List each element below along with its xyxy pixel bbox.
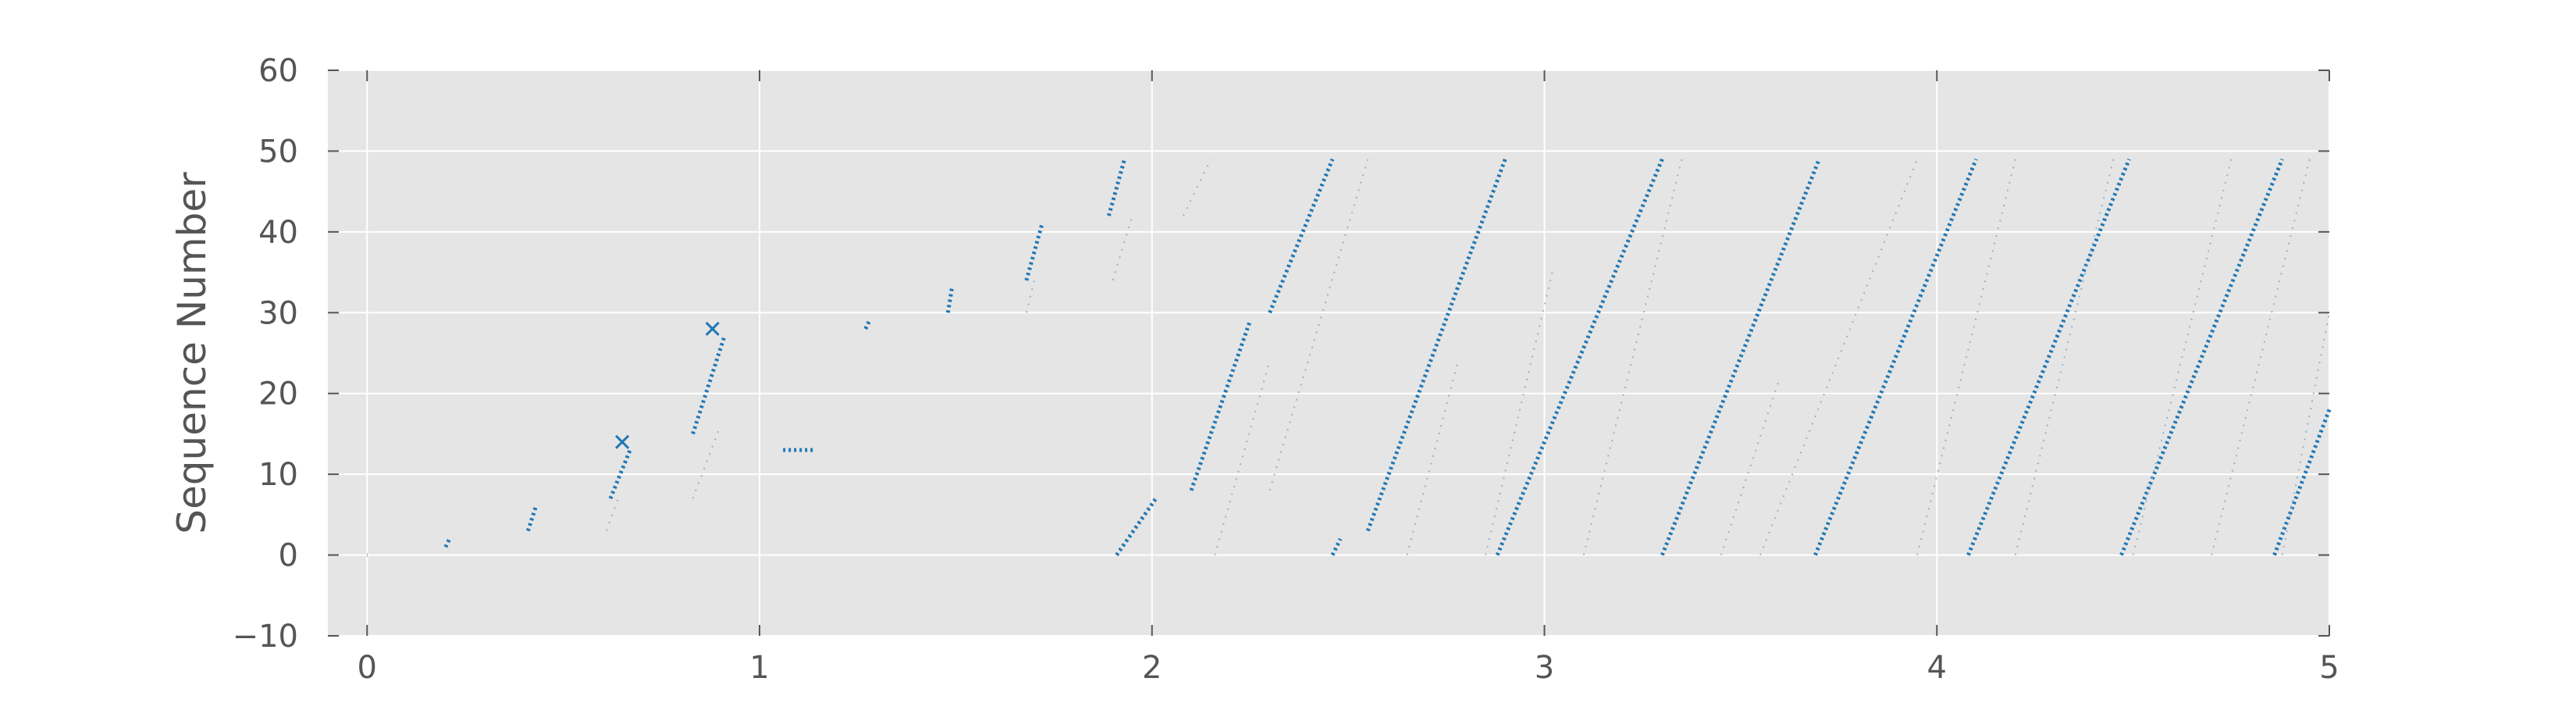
sequence-segment <box>1107 159 1126 216</box>
y-tick-labels: −10 0 10 20 30 40 50 60 <box>233 53 298 655</box>
plot-background <box>328 70 2329 636</box>
sequence-segment <box>526 505 538 532</box>
sequence-segment <box>1365 158 1507 532</box>
axis-ticks <box>328 70 2330 637</box>
sequence-segment <box>1495 158 1664 556</box>
sequence-segment <box>1024 223 1044 281</box>
ack-segment <box>1268 159 1369 491</box>
sequence-segment <box>1966 158 2131 556</box>
ack-segment <box>2132 159 2233 555</box>
x-tick-label: 3 <box>1535 650 1554 686</box>
data-marks <box>367 158 2332 558</box>
ack-segment <box>1759 159 1919 555</box>
sequence-segment <box>1268 158 1335 314</box>
sequence-segment <box>945 287 954 313</box>
y-tick-label: 30 <box>258 295 298 331</box>
x-tick-label: 2 <box>1142 650 1162 686</box>
sequence-segment <box>1813 158 1978 556</box>
sequence-segment <box>443 537 452 548</box>
y-tick-label: 40 <box>258 215 298 251</box>
sequence-segment <box>2119 158 2284 556</box>
ack-segment <box>1916 159 2016 555</box>
y-tick-label: 10 <box>258 457 298 493</box>
y-tick-label: 20 <box>258 376 298 412</box>
ack-segment <box>1183 159 1212 216</box>
retransmit-marker <box>614 434 630 449</box>
retransmit-marker <box>705 321 720 337</box>
y-tick-label: 0 <box>279 538 298 574</box>
ack-segment <box>2211 159 2311 555</box>
grid-lines <box>328 70 2330 637</box>
sequence-segment <box>1189 319 1252 491</box>
x-tick-label: 1 <box>749 650 769 686</box>
x-tick-labels: 0 1 2 3 4 5 <box>358 650 2339 686</box>
sequence-segment <box>863 319 872 330</box>
y-tick-label: −10 <box>233 619 298 655</box>
y-tick-label: 60 <box>258 53 298 89</box>
x-tick-label: 4 <box>1927 650 1947 686</box>
sequence-segment <box>1115 497 1158 556</box>
x-tick-label: 5 <box>2319 650 2339 686</box>
y-axis-label: Sequence Number <box>169 172 215 534</box>
ack-segment <box>1485 272 1553 555</box>
ack-segment <box>1582 159 1683 555</box>
sequence-segment <box>2272 409 2332 556</box>
ack-segment <box>1025 280 1035 313</box>
y-tick-label: 50 <box>258 134 298 170</box>
x-tick-label: 0 <box>358 650 377 686</box>
ack-segment <box>2014 159 2115 555</box>
sequence-segment <box>691 336 727 435</box>
